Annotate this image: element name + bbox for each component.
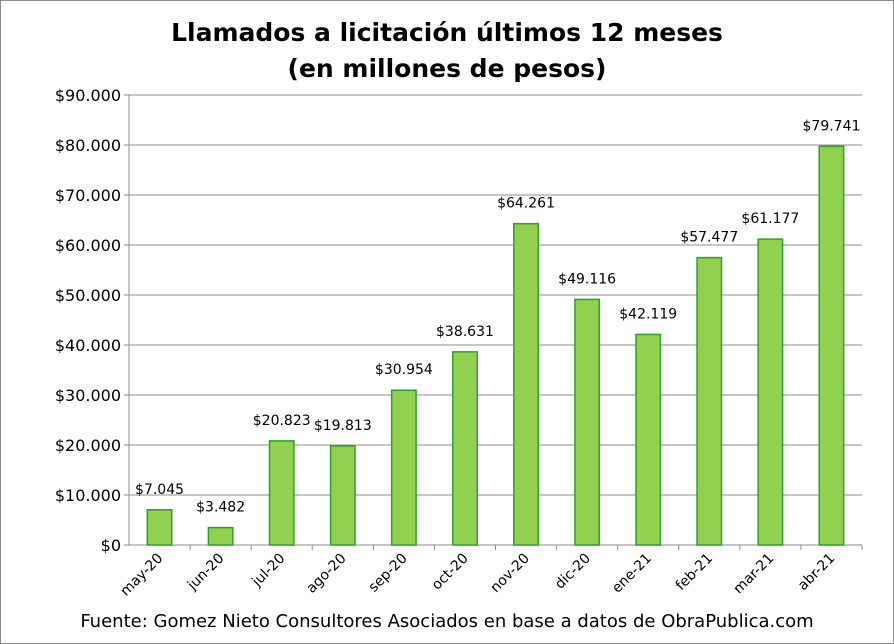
source-note: Fuente: Gomez Nieto Consultores Asociado… bbox=[80, 611, 814, 632]
data-label: $64.261 bbox=[497, 196, 555, 212]
data-label: $42.119 bbox=[619, 306, 677, 322]
x-tick-label: oct-20 bbox=[429, 551, 472, 594]
x-tick-label: jul-20 bbox=[249, 551, 289, 591]
data-label: $19.813 bbox=[314, 418, 372, 434]
bar bbox=[146, 509, 173, 546]
data-label: $20.823 bbox=[253, 413, 311, 429]
bar bbox=[757, 238, 784, 546]
chart-title-line-2: (en millones de pesos) bbox=[287, 54, 607, 83]
y-tick-label: $40.000 bbox=[55, 336, 121, 355]
bar bbox=[390, 389, 417, 546]
chart-title-line-1: Llamados a licitación últimos 12 meses bbox=[171, 18, 723, 47]
data-label: $49.116 bbox=[558, 271, 616, 287]
x-tick-label: ene-21 bbox=[609, 551, 655, 597]
y-tick-label: $30.000 bbox=[55, 386, 121, 405]
y-tick-label: $20.000 bbox=[55, 436, 121, 455]
y-tick-label: $60.000 bbox=[55, 236, 121, 255]
y-tick-label: $70.000 bbox=[55, 186, 121, 205]
data-label: $57.477 bbox=[680, 230, 738, 246]
bar bbox=[268, 440, 295, 546]
bar bbox=[635, 333, 662, 546]
bar bbox=[818, 145, 845, 546]
x-tick-label: sep-20 bbox=[366, 551, 411, 596]
x-tick-label: abr-21 bbox=[795, 551, 838, 594]
x-tick-label: mar-21 bbox=[731, 551, 778, 598]
bar bbox=[207, 526, 234, 546]
y-tick-label: $90.000 bbox=[55, 86, 121, 105]
data-label: $3.482 bbox=[196, 500, 245, 516]
x-tick-label: nov-20 bbox=[487, 551, 532, 596]
chart-title: Llamados a licitación últimos 12 meses (… bbox=[1, 15, 893, 87]
bar bbox=[574, 298, 601, 546]
bar bbox=[451, 351, 478, 546]
x-tick-label: dic-20 bbox=[552, 551, 594, 593]
x-tick-label: jun-20 bbox=[184, 551, 227, 594]
y-tick-label: $50.000 bbox=[55, 286, 121, 305]
bar bbox=[513, 222, 540, 546]
y-tick-label: $80.000 bbox=[55, 136, 121, 155]
data-label: $30.954 bbox=[375, 362, 433, 378]
bar bbox=[696, 256, 723, 546]
bar bbox=[329, 445, 356, 546]
x-tick-label: feb-21 bbox=[673, 551, 716, 594]
data-label: $7.045 bbox=[135, 482, 184, 498]
x-tick-label: ago-20 bbox=[304, 551, 350, 597]
y-tick-label: $10.000 bbox=[55, 486, 121, 505]
data-label: $38.631 bbox=[436, 324, 494, 340]
x-tick-label: may-20 bbox=[117, 551, 166, 600]
y-tick-label: $0 bbox=[101, 536, 121, 555]
data-label: $79.741 bbox=[803, 118, 861, 134]
data-label: $61.177 bbox=[741, 211, 799, 227]
